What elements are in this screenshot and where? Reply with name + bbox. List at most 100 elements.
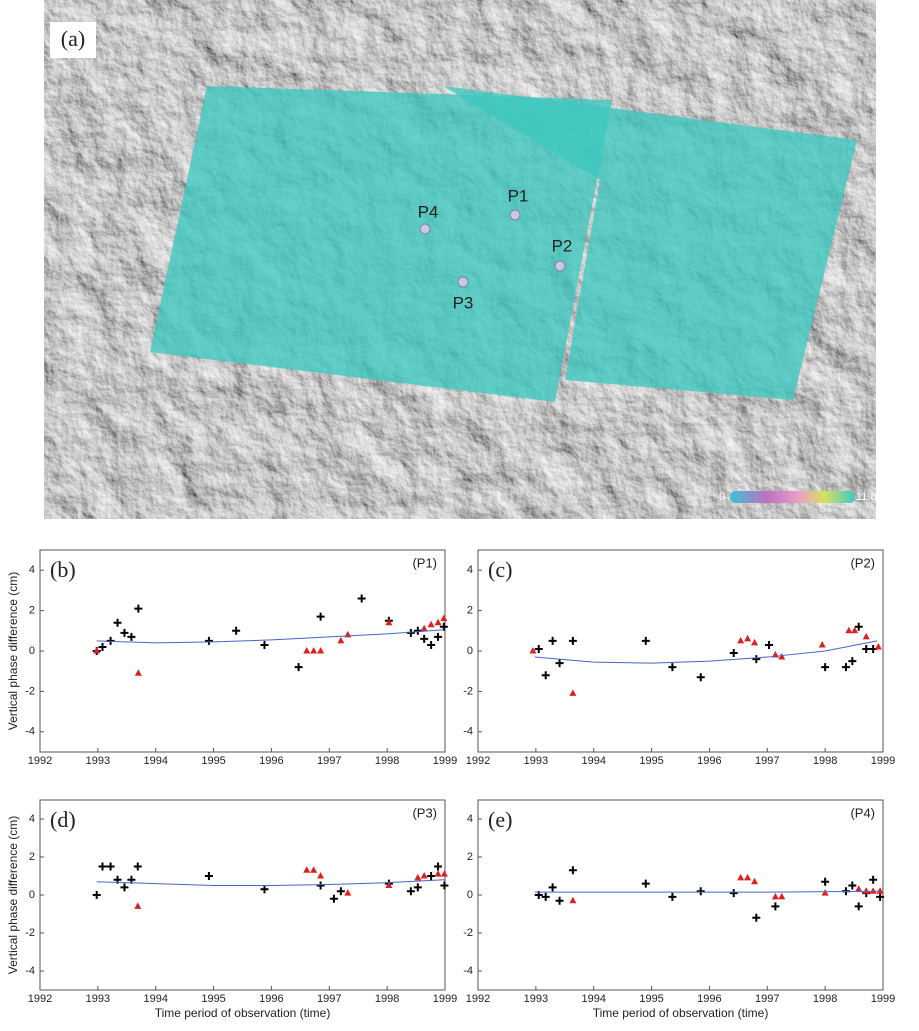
triangle-point <box>855 885 863 892</box>
point <box>419 223 431 235</box>
y-tick-label: 0 <box>467 645 473 657</box>
y-tick-label: 0 <box>29 889 35 901</box>
panel-label: (c) <box>488 557 512 582</box>
x-tick-label: 1998 <box>813 755 837 767</box>
cross-point <box>696 673 705 682</box>
x-tick-label: 1999 <box>433 993 457 1005</box>
x-tick-label: 1997 <box>317 755 341 767</box>
colorbar <box>730 491 855 503</box>
trend-line <box>96 879 445 886</box>
triangle-point <box>440 614 448 622</box>
cross-point <box>555 659 564 668</box>
x-tick-label: 1993 <box>524 755 548 767</box>
y-tick-label: 2 <box>467 851 473 863</box>
cross-point <box>232 626 241 635</box>
cross-point <box>204 872 213 880</box>
triangle-point <box>420 872 428 879</box>
y-tick-label: 4 <box>29 564 35 576</box>
triangle-point <box>751 638 759 646</box>
cross-point <box>440 881 449 890</box>
triangle-point <box>317 647 325 654</box>
panel-label: (a) <box>61 26 85 51</box>
x-tick-label: 1992 <box>28 755 52 767</box>
y-tick-label: -4 <box>25 965 35 977</box>
cross-point <box>548 883 557 892</box>
cross-point <box>771 902 780 911</box>
cross-point <box>294 663 303 672</box>
triangle-point <box>427 620 435 628</box>
swath <box>443 86 857 400</box>
y-axis-label: Vertical phase difference (cm) <box>6 816 20 975</box>
cross-point <box>106 862 115 871</box>
triangle-point <box>744 873 752 881</box>
colorbar-label: 11.8cm <box>856 491 891 503</box>
x-tick-label: 1997 <box>317 993 341 1005</box>
point <box>457 276 469 288</box>
triangle-point <box>818 640 826 648</box>
x-tick-label: 1998 <box>813 993 837 1005</box>
triangle-point <box>440 870 448 877</box>
triangle-point <box>874 642 882 650</box>
y-tick-label: 2 <box>29 851 35 863</box>
triangle-point <box>529 647 537 654</box>
cross-point <box>568 866 577 875</box>
label-box <box>50 22 96 58</box>
cross-point <box>862 644 871 653</box>
triangle-point <box>344 889 352 896</box>
trend-line <box>534 890 881 893</box>
cross-point <box>427 872 436 880</box>
x-tick-label: 1995 <box>201 755 225 767</box>
y-tick-label: -4 <box>463 965 473 977</box>
point-label: (P1) <box>412 555 437 570</box>
x-tick-label: 1994 <box>143 993 167 1005</box>
x-tick-label: 1998 <box>375 993 399 1005</box>
point-label: P3 <box>453 293 474 312</box>
y-tick-label: 4 <box>467 564 473 576</box>
trend-line <box>534 640 878 664</box>
cross-point <box>555 896 564 905</box>
x-tick-label: 1999 <box>871 993 895 1005</box>
x-tick-label: 1996 <box>259 755 283 767</box>
y-tick-label: -2 <box>25 927 35 939</box>
cross-point <box>204 636 213 645</box>
cross-point <box>641 636 650 645</box>
x-tick-label: 1996 <box>697 993 721 1005</box>
y-tick-label: 4 <box>467 813 473 825</box>
triangle-point <box>851 626 859 634</box>
cross-point <box>316 881 325 890</box>
x-axis-label: Time period of observation (time) <box>593 1006 769 1020</box>
panel-label: (d) <box>50 807 76 832</box>
point-label: (P4) <box>850 805 875 820</box>
cross-point <box>568 636 577 645</box>
triangle-point <box>751 877 759 885</box>
cross-point <box>120 883 129 892</box>
triangle-point <box>778 653 786 660</box>
x-tick-label: 1999 <box>871 755 895 767</box>
y-tick-label: -2 <box>463 927 473 939</box>
triangle-point <box>317 872 325 879</box>
cross-point <box>134 604 143 613</box>
colorbar-label: 0 <box>719 491 725 503</box>
x-tick-label: 1995 <box>639 993 663 1005</box>
x-tick-label: 1993 <box>86 993 110 1005</box>
cross-point <box>413 883 422 892</box>
y-axis-label: Vertical phase difference (cm) <box>6 572 20 731</box>
cross-point <box>848 881 857 890</box>
cross-point <box>869 875 878 884</box>
x-tick-label: 1996 <box>697 755 721 767</box>
triangle-point <box>134 669 142 676</box>
cross-point <box>696 887 705 896</box>
cross-point <box>821 663 830 672</box>
point-label: P2 <box>552 236 573 255</box>
y-tick-label: -4 <box>463 726 473 738</box>
x-tick-label: 1994 <box>581 755 605 767</box>
cross-point <box>668 663 677 672</box>
cross-point <box>420 634 429 643</box>
triangle-point <box>869 887 877 894</box>
cross-point <box>668 892 677 901</box>
cross-point <box>98 642 107 651</box>
triangle-point <box>134 902 142 909</box>
x-tick-label: 1999 <box>433 755 457 767</box>
cross-point <box>133 862 142 871</box>
y-tick-label: 2 <box>29 605 35 617</box>
